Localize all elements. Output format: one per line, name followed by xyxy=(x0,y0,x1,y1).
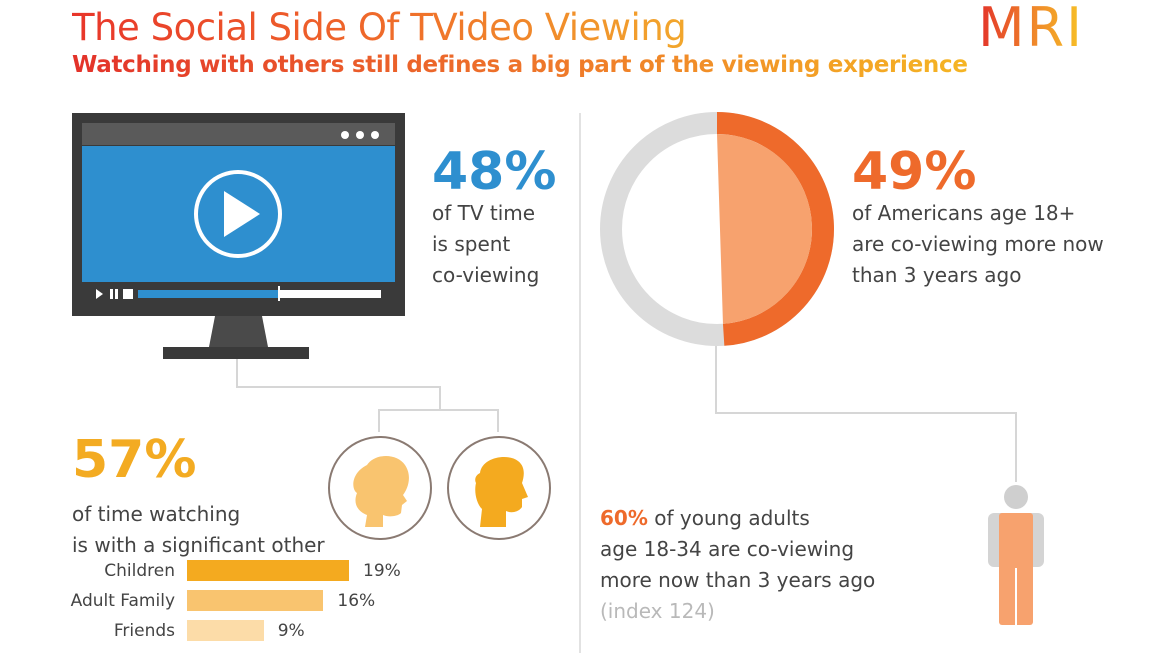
page-subtitle: Watching with others still defines a big… xyxy=(72,52,968,78)
young-adults-line: 60% of young adults xyxy=(600,503,875,534)
mri-logo: MRI xyxy=(978,0,1084,59)
americans-text-line: of Americans age 18+ xyxy=(852,201,1076,225)
breakdown-bar xyxy=(187,590,324,611)
young-adults-text: 60% of young adults age 18-34 are co-vie… xyxy=(600,503,875,627)
breakdown-label: Adult Family xyxy=(70,591,175,611)
donut-value-fill xyxy=(717,134,813,324)
significant-other-percent: 57% xyxy=(72,430,197,490)
young-adults-percent: 60% xyxy=(600,506,648,530)
tv-text-line: co-viewing xyxy=(432,263,540,287)
breakdown-bar xyxy=(187,560,349,581)
americans-donut-chart xyxy=(600,112,834,346)
breakdown-label: Children xyxy=(104,561,175,581)
man-silhouette-icon xyxy=(447,436,551,540)
significant-other-text-line: of time watching xyxy=(72,502,241,526)
tv-coviewing-text: of TV time is spent co-viewing xyxy=(432,198,539,291)
americans-percent: 49% xyxy=(852,142,977,202)
significant-other-text-line: is with a significant other xyxy=(72,533,325,557)
young-adults-line-rest: of young adults xyxy=(647,506,810,530)
person-icon xyxy=(988,485,1044,626)
tv-screen-icon xyxy=(72,113,405,359)
americans-text-line: are co-viewing more now xyxy=(852,232,1104,256)
tv-text-line: of TV time xyxy=(432,201,536,225)
woman-silhouette-icon xyxy=(328,436,432,540)
breakdown-bar xyxy=(187,620,264,641)
vertical-divider xyxy=(579,113,581,653)
americans-text-line: than 3 years ago xyxy=(852,263,1022,287)
young-adults-line: more now than 3 years ago xyxy=(600,568,876,592)
breakdown-value: 9% xyxy=(277,621,305,641)
tv-coviewing-percent: 48% xyxy=(432,142,557,202)
page-title: The Social Side Of TVideo Viewing xyxy=(72,6,687,49)
tv-text-line: is spent xyxy=(432,232,511,256)
donut-value-arc xyxy=(716,112,834,346)
americans-text: of Americans age 18+ are co-viewing more… xyxy=(852,198,1104,291)
breakdown-label: Friends xyxy=(113,621,175,641)
significant-other-text: of time watching is with a significant o… xyxy=(72,499,325,561)
breakdown-value: 19% xyxy=(363,561,401,581)
young-adults-index: (index 124) xyxy=(600,599,715,623)
breakdown-value: 16% xyxy=(337,591,376,611)
young-adults-line: age 18-34 are co-viewing xyxy=(600,537,855,561)
